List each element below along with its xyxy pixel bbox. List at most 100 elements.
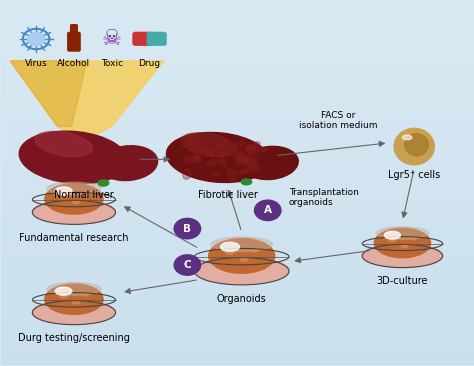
Ellipse shape	[376, 227, 428, 239]
Ellipse shape	[226, 250, 234, 254]
Ellipse shape	[394, 128, 434, 165]
Text: Toxic: Toxic	[100, 59, 123, 68]
Ellipse shape	[401, 244, 408, 248]
FancyBboxPatch shape	[133, 33, 152, 45]
Ellipse shape	[166, 132, 270, 183]
Ellipse shape	[191, 147, 205, 153]
Ellipse shape	[211, 237, 273, 251]
Ellipse shape	[181, 133, 236, 157]
Text: Virus: Virus	[25, 59, 47, 68]
FancyBboxPatch shape	[68, 33, 80, 51]
Ellipse shape	[219, 158, 227, 166]
Text: Lgr5⁺ cells: Lgr5⁺ cells	[388, 170, 440, 180]
Ellipse shape	[234, 244, 240, 247]
Ellipse shape	[98, 180, 109, 186]
Ellipse shape	[194, 257, 289, 284]
Ellipse shape	[252, 249, 258, 252]
Text: B: B	[183, 224, 191, 234]
Text: ☠: ☠	[102, 29, 122, 49]
Ellipse shape	[35, 131, 92, 157]
Ellipse shape	[242, 159, 257, 167]
Ellipse shape	[182, 169, 191, 179]
Ellipse shape	[187, 134, 199, 143]
Ellipse shape	[208, 159, 218, 166]
Ellipse shape	[235, 141, 245, 148]
Ellipse shape	[47, 182, 101, 195]
Ellipse shape	[411, 237, 417, 240]
Ellipse shape	[234, 151, 244, 160]
Ellipse shape	[402, 135, 412, 140]
Polygon shape	[10, 61, 164, 141]
Ellipse shape	[45, 284, 103, 314]
Text: Normal liver: Normal liver	[54, 190, 113, 200]
Ellipse shape	[47, 283, 101, 295]
Ellipse shape	[188, 138, 198, 145]
Ellipse shape	[241, 179, 252, 185]
Text: Fundamental research: Fundamental research	[19, 232, 129, 243]
Text: Drug: Drug	[138, 59, 161, 68]
Ellipse shape	[193, 155, 200, 162]
FancyBboxPatch shape	[147, 33, 166, 45]
Text: FACS or
isolation medium: FACS or isolation medium	[300, 111, 378, 130]
Ellipse shape	[227, 169, 237, 180]
Ellipse shape	[257, 147, 267, 152]
Ellipse shape	[246, 145, 253, 153]
Ellipse shape	[374, 228, 430, 258]
Text: C: C	[183, 260, 191, 270]
Ellipse shape	[67, 289, 73, 291]
Text: 3D-culture: 3D-culture	[377, 276, 428, 285]
Ellipse shape	[55, 187, 72, 195]
Ellipse shape	[60, 294, 67, 298]
Ellipse shape	[73, 201, 79, 204]
Text: Transplantation
organoids: Transplantation organoids	[289, 188, 359, 207]
Text: Fibrotic liver: Fibrotic liver	[198, 190, 257, 200]
Ellipse shape	[220, 153, 228, 157]
Ellipse shape	[240, 258, 248, 261]
Ellipse shape	[82, 293, 89, 296]
Ellipse shape	[242, 146, 298, 180]
Ellipse shape	[209, 239, 275, 273]
Ellipse shape	[246, 167, 257, 172]
Text: Alcohol: Alcohol	[57, 59, 91, 68]
Ellipse shape	[384, 231, 401, 239]
Ellipse shape	[255, 165, 261, 171]
Ellipse shape	[82, 193, 89, 195]
Ellipse shape	[55, 287, 72, 295]
Ellipse shape	[205, 147, 215, 155]
Ellipse shape	[32, 200, 116, 224]
Polygon shape	[10, 61, 87, 127]
Ellipse shape	[245, 155, 256, 165]
Ellipse shape	[67, 188, 73, 191]
Circle shape	[27, 33, 45, 45]
Text: Durg testing/screening: Durg testing/screening	[18, 333, 130, 343]
Circle shape	[174, 255, 201, 275]
Ellipse shape	[212, 172, 220, 176]
Ellipse shape	[217, 139, 228, 149]
FancyBboxPatch shape	[71, 25, 77, 34]
Ellipse shape	[99, 146, 158, 180]
Circle shape	[174, 219, 201, 239]
Ellipse shape	[237, 155, 247, 163]
Ellipse shape	[389, 238, 396, 242]
Text: A: A	[264, 205, 272, 215]
Text: Organoids: Organoids	[217, 294, 266, 304]
Ellipse shape	[60, 194, 67, 198]
Ellipse shape	[45, 184, 103, 214]
Ellipse shape	[362, 244, 443, 267]
Ellipse shape	[405, 134, 428, 156]
Ellipse shape	[238, 170, 247, 174]
Ellipse shape	[207, 152, 215, 157]
Ellipse shape	[191, 157, 201, 162]
Ellipse shape	[19, 131, 128, 184]
Ellipse shape	[235, 157, 248, 165]
Circle shape	[255, 200, 281, 221]
Ellipse shape	[246, 147, 258, 155]
Ellipse shape	[247, 145, 256, 153]
Ellipse shape	[32, 300, 116, 324]
Ellipse shape	[396, 233, 401, 235]
Ellipse shape	[185, 157, 191, 164]
Ellipse shape	[195, 154, 202, 160]
Ellipse shape	[220, 242, 239, 251]
Ellipse shape	[73, 301, 79, 304]
Ellipse shape	[252, 142, 260, 149]
